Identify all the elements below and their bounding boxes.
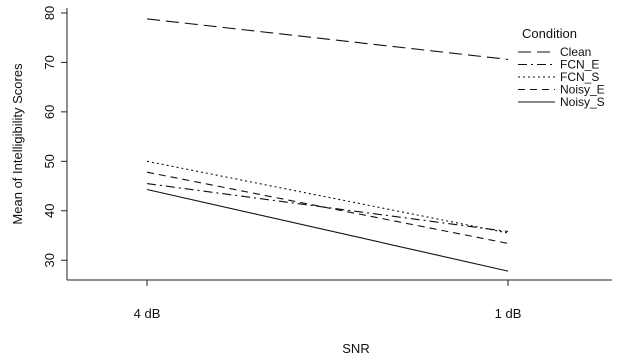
legend-label: Noisy_S <box>560 95 605 109</box>
y-axis-title: Mean of Intelligibility Scores <box>10 63 25 225</box>
series-line-noisy-e <box>146 171 509 244</box>
x-axis-title: SNR <box>342 341 369 356</box>
x-tick-label: 1 dB <box>495 306 522 321</box>
legend-label: Noisy_E <box>560 83 605 97</box>
y-tick-label: 30 <box>42 253 57 267</box>
y-axis-ticks: 30 40 50 60 70 80 <box>42 6 67 267</box>
legend-label: Clean <box>560 45 591 59</box>
y-tick-label: 40 <box>42 204 57 218</box>
y-tick-label: 80 <box>42 6 57 20</box>
series-line-noisy-s <box>146 188 509 272</box>
plot-frame <box>66 8 612 281</box>
y-tick-label: 50 <box>42 154 57 168</box>
legend-label: FCN_E <box>560 58 599 72</box>
x-tick-label: 4 dB <box>134 306 161 321</box>
y-tick-label: 70 <box>42 55 57 69</box>
y-tick-label: 60 <box>42 105 57 119</box>
x-axis-ticks: 4 dB 1 dB <box>134 280 522 321</box>
series-lines <box>146 18 509 272</box>
legend-title: Condition <box>522 26 577 41</box>
series-line-clean <box>146 18 509 60</box>
series-line-fcn-s <box>146 160 509 234</box>
series-line-fcn-e <box>146 183 509 233</box>
legend-label: FCN_S <box>560 70 599 84</box>
